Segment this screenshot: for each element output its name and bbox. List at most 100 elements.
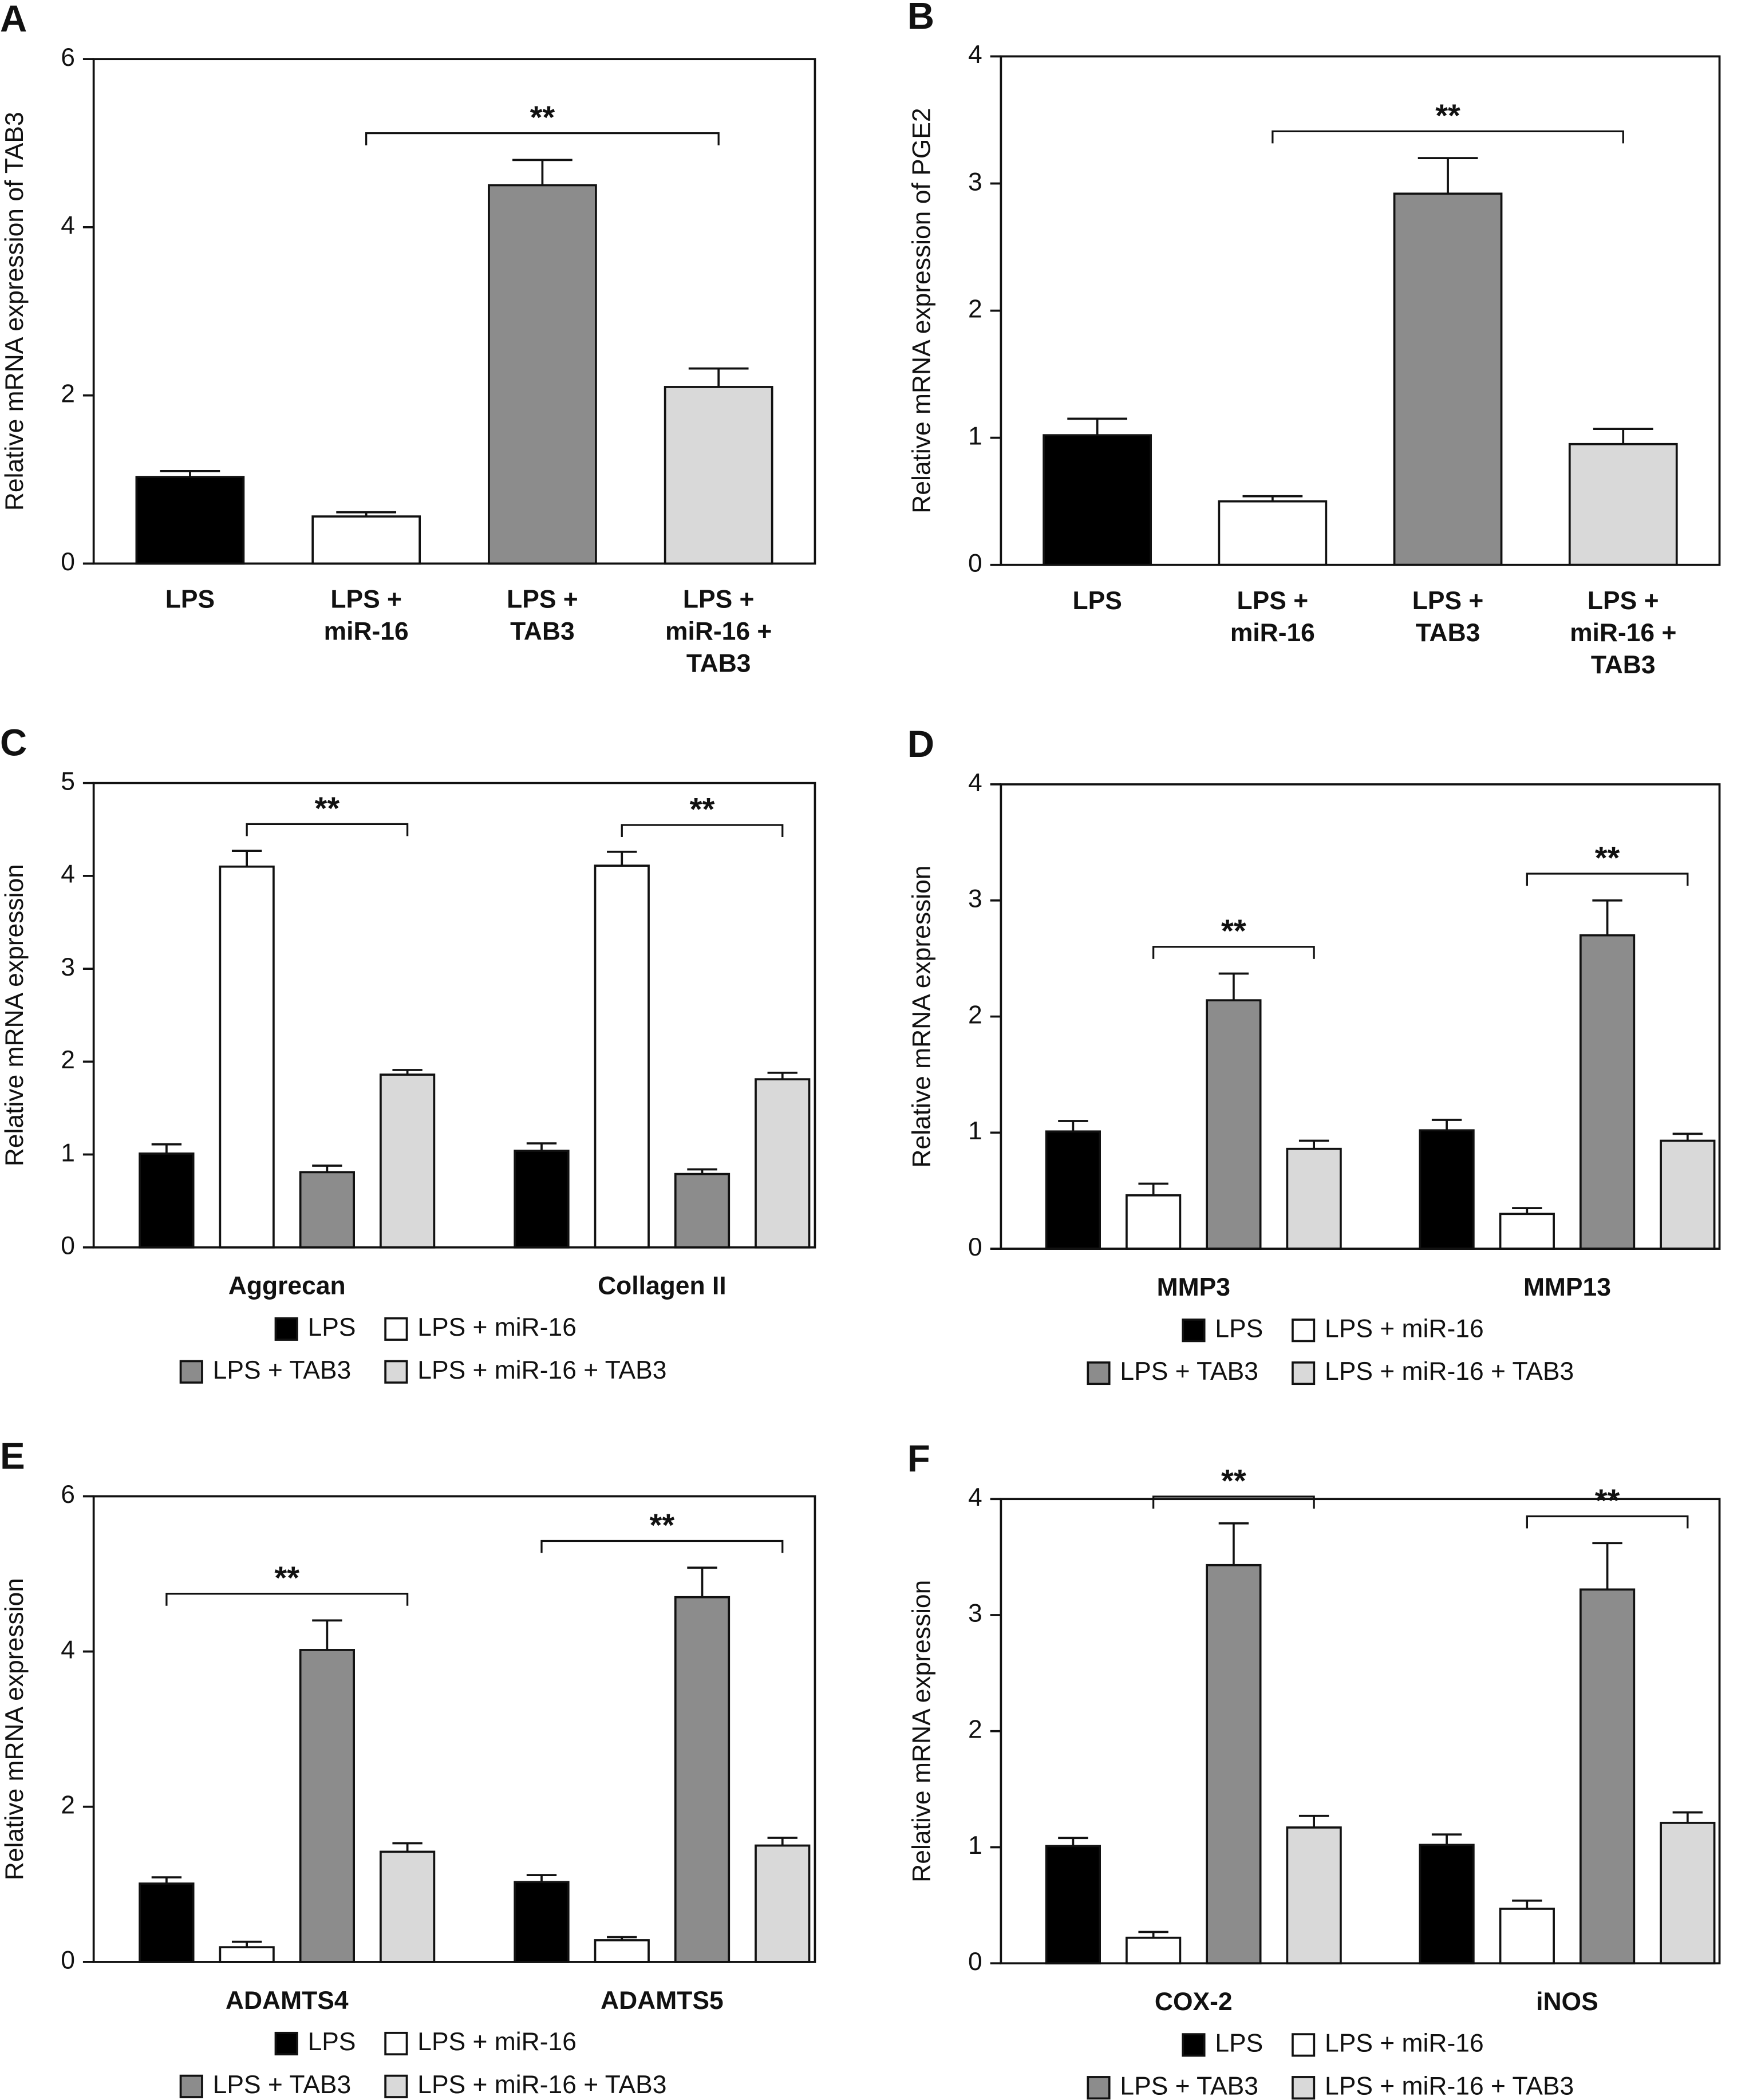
- bar: [311, 515, 421, 565]
- bar: [514, 1881, 570, 1963]
- plot-frame: [92, 58, 816, 565]
- bar: [1499, 1908, 1555, 1965]
- bar: [1660, 1139, 1716, 1250]
- legend-label: LPS + TAB3: [1120, 2072, 1258, 2100]
- bar: [1286, 1826, 1342, 1965]
- significance-bracket: [365, 132, 720, 145]
- significance-bracket: [165, 1593, 409, 1606]
- legend-swatch: [384, 2031, 408, 2056]
- plot-frame: [92, 781, 816, 1249]
- y-tick-label: 1: [61, 1139, 75, 1167]
- legend-label: LPS: [1215, 1315, 1263, 1343]
- y-tick-label: 0: [968, 1948, 982, 1976]
- legend-swatch: [274, 2031, 298, 2056]
- panel-label: C: [0, 722, 27, 764]
- legend-label: LPS + miR-16: [1325, 2030, 1484, 2058]
- panel-label: D: [907, 723, 934, 765]
- y-tick-label: 2: [968, 1001, 982, 1029]
- plot-frame: [92, 1495, 816, 1963]
- significance-label: **: [690, 791, 715, 827]
- bar: [664, 386, 773, 565]
- y-tick-label: 2: [968, 1715, 982, 1743]
- x-tick-label: miR-16 +: [665, 618, 772, 646]
- y-tick-label: 0: [61, 1231, 75, 1260]
- x-tick-label: COX-2: [1155, 1988, 1233, 2016]
- bar: [1126, 1936, 1182, 1965]
- x-tick-label: MMP3: [1157, 1273, 1230, 1301]
- y-tick-label: 6: [61, 1481, 75, 1509]
- y-axis-label: Relative mRNA expression: [908, 865, 936, 1167]
- plot-frame: [1000, 55, 1721, 566]
- y-axis-label: Relative mRNA expression: [1, 864, 29, 1166]
- x-tick-label: ADAMTS4: [226, 1987, 349, 2015]
- significance-label: **: [1435, 97, 1460, 133]
- x-tick-label: LPS +: [1588, 587, 1659, 615]
- bar: [1499, 1213, 1555, 1250]
- y-tick-label: 3: [968, 168, 982, 196]
- bar: [380, 1850, 436, 1963]
- y-tick-label: 6: [61, 44, 75, 72]
- y-tick-label: 0: [61, 1947, 75, 1975]
- y-tick-label: 4: [61, 212, 75, 240]
- bar: [1419, 1129, 1475, 1250]
- legend-label: LPS + miR-16: [1325, 1315, 1484, 1343]
- bar: [139, 1882, 195, 1963]
- legend-swatch: [384, 1360, 408, 1384]
- legend-swatch: [1292, 2033, 1316, 2057]
- y-tick-label: 2: [61, 380, 75, 408]
- plot-frame: [1000, 1498, 1721, 1965]
- bar: [594, 865, 650, 1249]
- x-tick-label: LPS: [1072, 587, 1122, 615]
- x-tick-label: LPS +: [330, 586, 402, 614]
- y-axis-label: Relative mRNA expression of TAB3: [1, 112, 29, 511]
- y-axis-label: Relative mRNA expression of PGE2: [908, 108, 936, 513]
- y-tick-label: 1: [968, 1117, 982, 1145]
- x-tick-label: Collagen II: [598, 1272, 726, 1300]
- bar: [1568, 443, 1678, 566]
- legend-swatch: [179, 1360, 203, 1384]
- legend-label: LPS + miR-16 + TAB3: [1325, 2072, 1574, 2100]
- x-tick-label: LPS +: [1237, 587, 1309, 615]
- bar: [1043, 434, 1152, 566]
- bar: [594, 1939, 650, 1963]
- bar: [1126, 1194, 1182, 1250]
- x-tick-label: TAB3: [510, 618, 575, 646]
- y-tick-label: 2: [968, 295, 982, 323]
- bar: [1579, 1588, 1636, 1965]
- significance-bracket: [540, 1540, 784, 1553]
- bar: [1419, 1844, 1475, 1965]
- legend-swatch: [1087, 1361, 1111, 1385]
- plot-frame: [1000, 783, 1721, 1250]
- y-tick-label: 3: [968, 1600, 982, 1628]
- legend-label: LPS + miR-16 + TAB3: [417, 2071, 666, 2099]
- x-tick-label: Aggrecan: [228, 1272, 346, 1300]
- y-tick-label: 4: [968, 769, 982, 797]
- y-tick-label: 4: [61, 1636, 75, 1664]
- x-tick-label: TAB3: [1591, 651, 1656, 679]
- panel-label: F: [907, 1438, 930, 1479]
- significance-bracket: [1272, 130, 1624, 144]
- y-tick-label: 2: [61, 1046, 75, 1074]
- bar: [219, 865, 275, 1249]
- y-tick-label: 3: [968, 885, 982, 913]
- x-tick-label: TAB3: [1416, 619, 1480, 647]
- significance-label: **: [530, 99, 555, 135]
- y-tick-label: 1: [968, 422, 982, 450]
- significance-bracket: [1152, 946, 1315, 959]
- legend-swatch: [179, 2074, 203, 2098]
- bar: [135, 476, 245, 565]
- legend-label: LPS + miR-16: [417, 1313, 577, 1341]
- legend-swatch: [1292, 1361, 1316, 1385]
- y-tick-label: 5: [61, 767, 75, 795]
- x-tick-label: miR-16: [1230, 619, 1315, 647]
- x-tick-label: iNOS: [1536, 1988, 1598, 2016]
- significance-label: **: [1595, 1482, 1620, 1518]
- bar: [514, 1150, 570, 1249]
- legend-swatch: [274, 1317, 298, 1341]
- x-tick-label: TAB3: [686, 650, 751, 678]
- significance-bracket: [621, 824, 784, 838]
- bar: [1206, 1564, 1262, 1965]
- x-tick-label: miR-16 +: [1570, 619, 1676, 647]
- legend-label: LPS + TAB3: [213, 1356, 352, 1384]
